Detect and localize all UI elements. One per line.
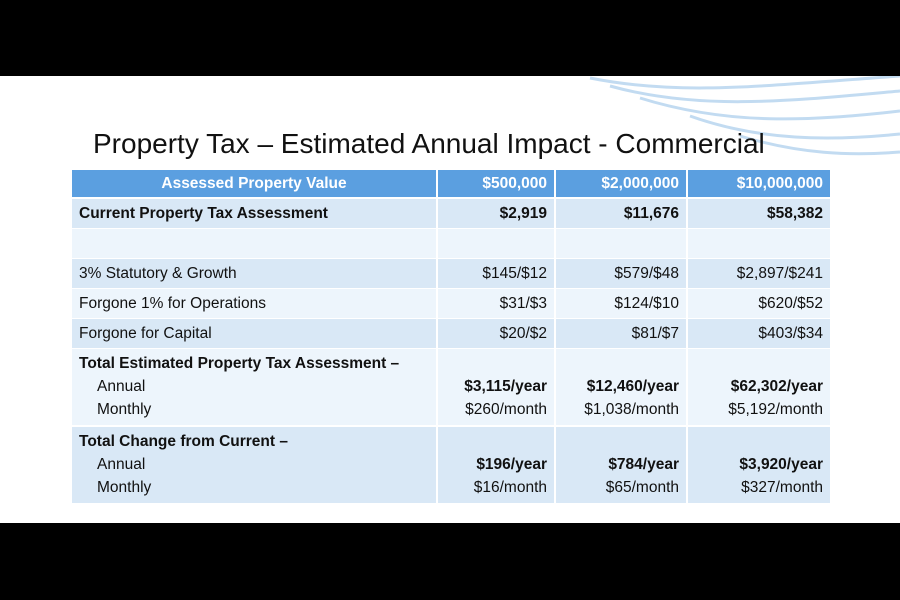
cell-value: $81/$7: [631, 325, 679, 342]
header-text: $2,000,000: [601, 175, 679, 192]
cell-value: $3,115/year: [464, 378, 547, 395]
cell-value: $124/$10: [614, 295, 679, 312]
cell-value: $58,382: [766, 205, 823, 222]
cell-value: $2,897/$241: [736, 265, 823, 282]
row-label: Current Property Tax Assessment: [79, 205, 328, 222]
slide: Property Tax – Estimated Annual Impact -…: [0, 76, 900, 523]
row-label: Monthly: [97, 479, 152, 496]
row-cell: [556, 349, 686, 425]
row-cell: [438, 259, 554, 288]
row-cell: [688, 427, 830, 503]
cell-value: $403/$34: [758, 325, 823, 342]
spacer-cell: [556, 229, 686, 258]
row-cell: [438, 319, 554, 348]
row-cell: [556, 427, 686, 503]
row-cell: [688, 259, 830, 288]
cell-value: $11,676: [623, 205, 679, 222]
spacer-cell: [72, 229, 436, 258]
row-label: Forgone 1% for Operations: [79, 295, 266, 312]
row-cell: [556, 259, 686, 288]
row-label: 3% Statutory & Growth: [79, 265, 237, 282]
cell-value: $260/month: [465, 401, 547, 418]
cell-value: $62,302/year: [730, 378, 823, 395]
spacer-cell: [438, 229, 554, 258]
row-cell: [72, 259, 436, 288]
row-cell: [556, 199, 686, 228]
row-cell: [72, 289, 436, 318]
header-text: Assessed Property Value: [161, 175, 347, 192]
header-cell: [556, 170, 686, 197]
row-cell: [72, 319, 436, 348]
row-cell: [556, 289, 686, 318]
cell-value: $1,038/month: [584, 401, 679, 418]
header-text: $500,000: [482, 175, 547, 192]
cell-value: $784/year: [608, 456, 679, 473]
cell-value: $12,460/year: [586, 378, 679, 395]
row-cell: [688, 349, 830, 425]
row-cell: [72, 427, 436, 503]
row-cell: [688, 289, 830, 318]
wave-decoration: [589, 76, 900, 156]
row-cell: [72, 349, 436, 425]
row-cell: [438, 289, 554, 318]
group-title: Total Change from Current –: [79, 433, 288, 450]
row-cell: [438, 427, 554, 503]
header-cell: [72, 170, 436, 197]
cell-value: $3,920/year: [739, 456, 823, 473]
row-cell: [688, 199, 830, 228]
table: Assessed Property Value $500,000 $2,000,00…: [0, 76, 900, 523]
row-cell: [556, 319, 686, 348]
cell-value: $327/month: [741, 479, 823, 496]
row-label: Annual: [97, 378, 146, 395]
group-title: Total Estimated Property Tax Assessment …: [79, 355, 400, 372]
cell-value: $196/year: [476, 456, 547, 473]
slide-title: Property Tax – Estimated Annual Impact -…: [93, 128, 765, 159]
cell-value: $145/$12: [482, 265, 547, 282]
cell-value: $5,192/month: [728, 401, 823, 418]
cell-value: $31/$3: [499, 295, 547, 312]
spacer-cell: [688, 229, 830, 258]
header-text: $10,000,000: [736, 175, 823, 192]
row-label: Monthly: [97, 401, 152, 418]
row-cell: [688, 319, 830, 348]
header-cell: [438, 170, 554, 197]
cell-value: $20/$2: [499, 325, 547, 342]
cell-value: $2,919: [499, 205, 547, 222]
cell-value: $620/$52: [758, 295, 823, 312]
row-cell: [72, 199, 436, 228]
row-cell: [438, 199, 554, 228]
row-label: Annual: [97, 456, 146, 473]
cell-value: $65/month: [605, 479, 679, 496]
header-cell: [688, 170, 830, 197]
cell-value: $579/$48: [614, 265, 679, 282]
cell-value: $16/month: [473, 479, 547, 496]
row-cell: [438, 349, 554, 425]
row-label: Forgone for Capital: [79, 325, 212, 342]
